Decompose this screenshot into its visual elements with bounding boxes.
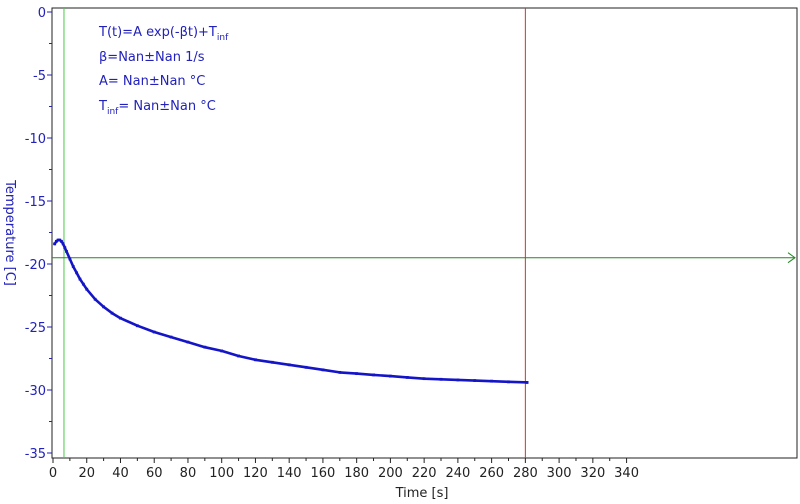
x-tick-label: 0 (49, 466, 57, 481)
data-point (372, 373, 375, 377)
y-axis: 0 -5 -10 -15 -20 -25 -30 -35 (25, 6, 52, 462)
data-point (338, 370, 342, 374)
data-point (169, 335, 173, 339)
data-point (60, 239, 63, 243)
x-axis: 0 20 40 60 80 100 120 140 160 180 200 220 240 260 280 3… (49, 458, 639, 481)
data-point (507, 380, 510, 384)
amplitude-label: A= Nan±Nan °C (99, 74, 205, 89)
data-point (405, 376, 409, 379)
x-tick-label: 280 (513, 466, 538, 481)
x-tick-label: 300 (547, 466, 572, 481)
beta-label: β=Nan±Nan 1/s (99, 50, 205, 65)
data-point (203, 345, 207, 349)
data-point (81, 282, 85, 286)
x-tick-label: 20 (78, 466, 95, 481)
x-tick-label: 200 (378, 466, 403, 481)
data-point (152, 330, 156, 334)
x-axis-label: Time [s] (395, 486, 449, 501)
data-point (439, 377, 443, 381)
x-tick-label: 140 (277, 466, 302, 481)
data-point (75, 271, 79, 275)
x-tick-label: 160 (311, 466, 336, 481)
x-tick-label: 320 (580, 466, 605, 481)
data-point (93, 297, 97, 301)
data-point (110, 311, 114, 315)
tinf-main: T (98, 99, 107, 114)
tinf-label: Tinf= Nan±Nan °C (98, 99, 216, 117)
y-tick-label: -20 (25, 258, 46, 273)
y-tick-label: -25 (25, 321, 46, 336)
data-point (456, 378, 460, 382)
y-tick-label: -30 (25, 384, 46, 399)
data-point (78, 277, 82, 281)
x-tick-label: 60 (146, 466, 163, 481)
data-point (119, 316, 122, 320)
x-tick-label: 220 (412, 466, 437, 481)
formula-subscript: inf (217, 33, 229, 43)
y-tick-label: 0 (38, 6, 46, 21)
data-point (270, 360, 274, 364)
formula-label: T(t)=A exp(-βt)+Tinf (98, 25, 229, 43)
x-tick-label: 240 (445, 466, 470, 481)
data-point (473, 379, 477, 382)
temperature-level-marker[interactable] (52, 252, 796, 264)
level-arrow-head[interactable] (787, 252, 796, 264)
data-point (71, 265, 75, 268)
data-point (422, 377, 426, 381)
data-point (525, 381, 529, 384)
data-point (102, 305, 106, 309)
data-point (54, 239, 58, 243)
data-point (53, 242, 57, 246)
data-point (304, 365, 308, 369)
x-tick-label: 40 (112, 466, 129, 481)
formula-main: T(t)=A exp(-βt)+T (98, 25, 217, 40)
data-point (61, 242, 65, 246)
x-tick-label: 120 (243, 466, 268, 481)
data-point (321, 368, 325, 372)
data-point (237, 354, 240, 358)
data-point (186, 340, 190, 344)
y-tick-label: -35 (25, 447, 46, 462)
y-tick-label: -5 (33, 69, 46, 84)
tinf-subscript: inf (107, 107, 119, 117)
data-point (355, 372, 359, 376)
data-point (287, 363, 291, 367)
data-point (65, 250, 68, 253)
data-point (254, 358, 257, 362)
x-tick-label: 80 (180, 466, 197, 481)
x-tick-label: 100 (209, 466, 234, 481)
y-tick-label: -10 (25, 132, 46, 147)
x-tick-label: 260 (479, 466, 504, 481)
data-point (56, 238, 60, 242)
plot-frame-group (51, 7, 798, 459)
tinf-rest: = Nan±Nan °C (118, 99, 216, 114)
x-tick-label: 180 (344, 466, 369, 481)
data-point (68, 257, 72, 261)
data-point (63, 246, 67, 250)
y-tick-label: -15 (25, 195, 46, 210)
data-point (220, 349, 224, 353)
data-series (52, 238, 529, 384)
y-axis-label: Temperature [C] (2, 179, 17, 286)
plot-frame (51, 7, 798, 459)
data-point (490, 379, 494, 383)
data-point (58, 238, 62, 242)
x-tick-label: 340 (614, 466, 639, 481)
data-point (85, 287, 89, 291)
data-point (135, 324, 139, 328)
fit-annotations: T(t)=A exp(-βt)+Tinf β=Nan±Nan 1/s A= Na… (98, 25, 229, 117)
data-point (389, 374, 392, 378)
